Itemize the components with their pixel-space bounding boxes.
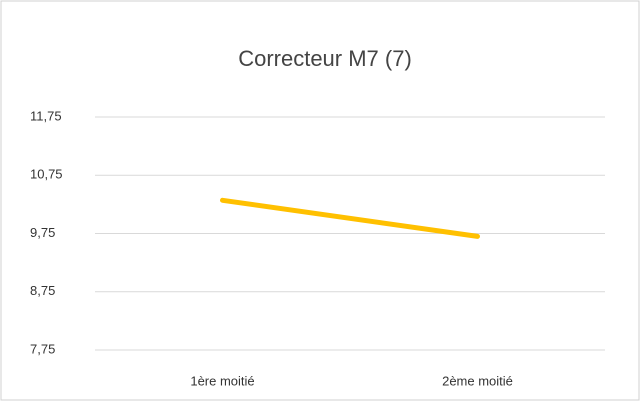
y-tick-label: 8,75 [30, 283, 55, 298]
y-tick-label: 7,75 [30, 341, 55, 356]
x-tick-label: 1ère moitié [190, 373, 254, 388]
y-tick-label: 11,75 [30, 108, 62, 123]
series-line [220, 197, 480, 239]
chart-title: Correcteur M7 (7) [238, 46, 412, 71]
y-tick-label: 10,75 [30, 167, 63, 182]
x-tick-label: 2ème moitié [442, 373, 513, 388]
y-tick-label: 9,75 [30, 225, 55, 240]
